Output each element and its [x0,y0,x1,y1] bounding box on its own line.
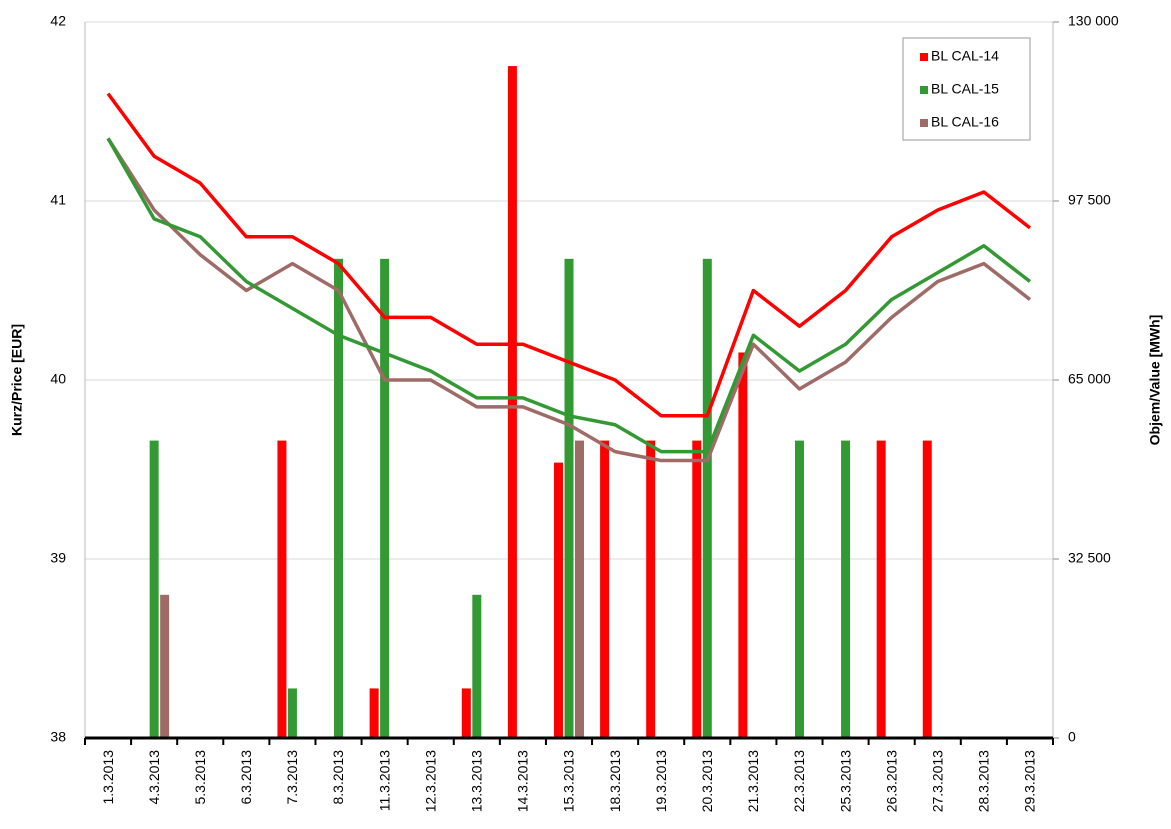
bar [507,66,517,739]
x-tick-label: 26.3.2013 [883,750,899,812]
x-tick-label: 19.3.2013 [653,750,669,812]
legend: BL CAL-14 BL CAL-15 BL CAL-16 [902,37,1031,141]
bar [554,462,563,738]
legend-swatch [920,119,928,127]
bar [149,440,159,738]
bar [277,440,287,738]
x-tick-label: 27.3.2013 [929,750,945,812]
x-tick-label: 20.3.2013 [699,750,715,812]
y-tick-label: 41 [50,192,66,208]
x-tick-label: 28.3.2013 [976,750,992,812]
bar [702,258,712,738]
legend-swatch [920,86,928,94]
bar [160,594,170,738]
x-tick-label: 21.3.2013 [745,750,761,812]
x-tick-label: 12.3.2013 [422,750,438,812]
x-tick-label: 18.3.2013 [607,750,623,812]
legend-label: BL CAL-15 [931,81,999,97]
bar [876,440,886,738]
bar [472,594,482,738]
line [106,137,1032,454]
legend-swatch [920,53,928,61]
bar [461,688,471,738]
y-tick-label: 38 [50,729,66,745]
bar [564,258,574,738]
bar [646,440,656,738]
x-tick-label: 15.3.2013 [561,750,577,812]
legend-label: BL CAL-16 [931,114,999,130]
bar [575,440,584,738]
bar [692,440,702,738]
bar [380,258,390,738]
x-tick-label: 14.3.2013 [515,750,531,812]
x-tick-label: 7.3.2013 [284,750,300,805]
line [106,137,1032,463]
bar [287,688,297,738]
legend-label: BL CAL-14 [931,48,999,64]
x-tick-label: 8.3.2013 [330,750,346,805]
bar [369,688,379,738]
x-tick-label: 1.3.2013 [100,750,116,805]
x-tick-label: 11.3.2013 [376,750,392,811]
x-tick-label: 5.3.2013 [192,750,208,805]
bar [334,258,344,738]
y-tick-label: 42 [50,13,66,29]
x-tick-label: 13.3.2013 [469,750,485,812]
y-tick-label: 40 [50,371,66,387]
line [106,92,1032,418]
x-tick-label: 6.3.2013 [238,750,254,805]
x-tick-label: 29.3.2013 [1022,750,1038,812]
y2-tick-label: 32 500 [1068,550,1111,566]
y2-tick-label: 0 [1068,729,1076,745]
x-tick-label: 25.3.2013 [837,750,853,812]
y2-tick-label: 65 000 [1068,371,1111,387]
x-tick-label: 4.3.2013 [146,750,162,805]
bar [600,440,610,738]
y-tick-label: 39 [50,550,66,566]
bar [794,440,804,738]
y2-tick-label: 130 000 [1068,13,1119,29]
bar [738,352,748,738]
y2-tick-label: 97 500 [1068,192,1111,208]
y-axis-title: Kurz/Price [EUR] [9,324,25,436]
bar [922,440,932,738]
x-tick-label: 22.3.2013 [791,750,807,812]
y2-axis-title: Objem/Value [MWh] [1147,315,1163,446]
bar [841,440,851,738]
